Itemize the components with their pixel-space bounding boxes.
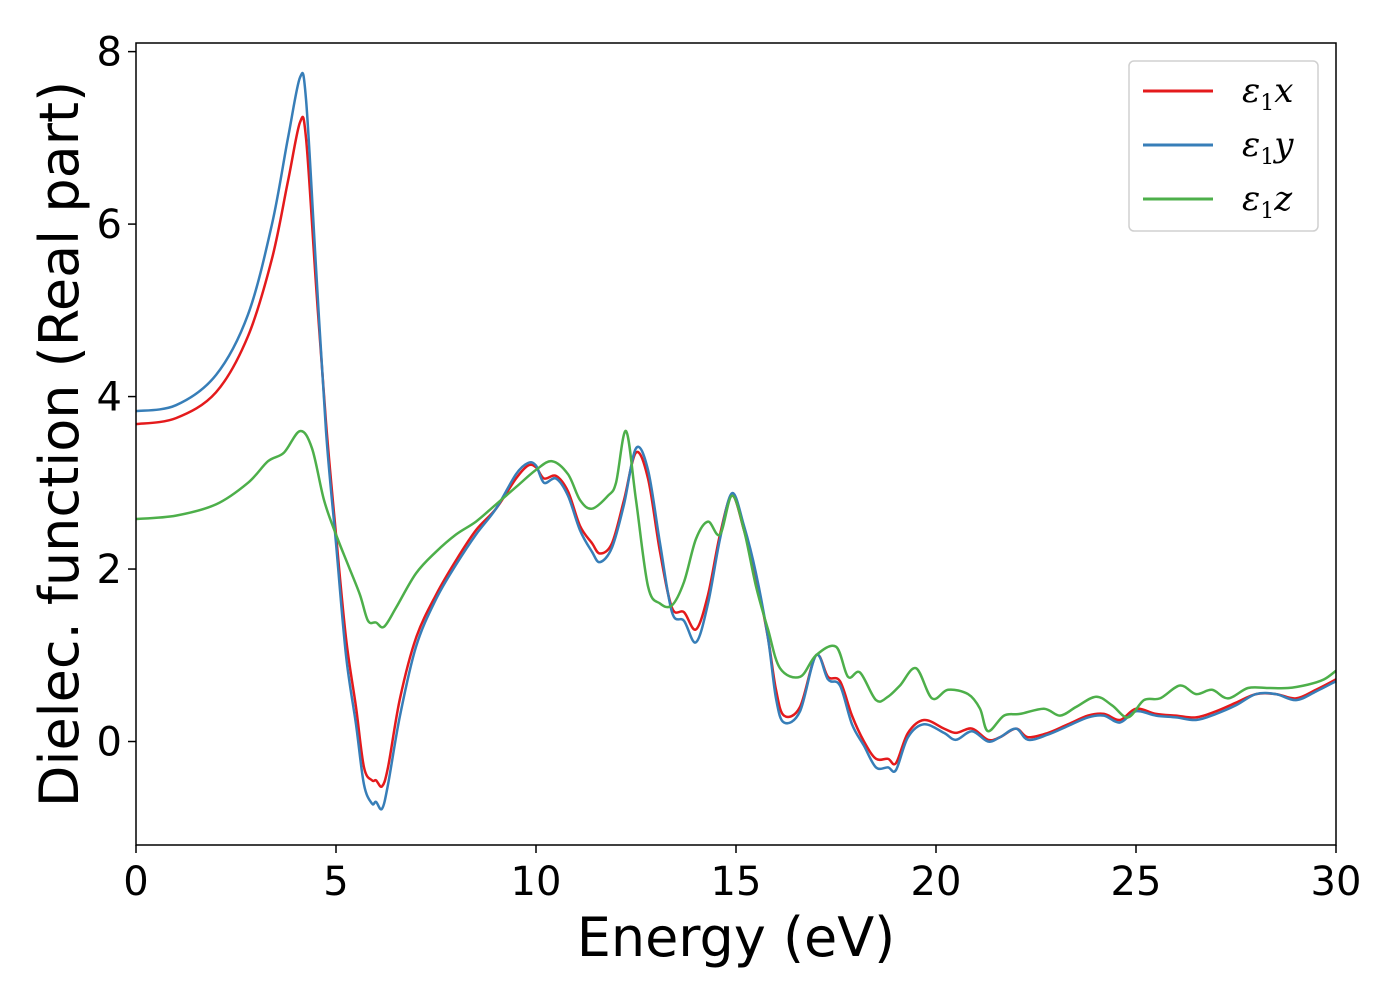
series-layer: [136, 71, 1336, 811]
x-tick-label: 15: [711, 859, 762, 905]
y-tick-label: 8: [97, 30, 122, 76]
x-axis-label: Energy (eV): [577, 906, 896, 969]
y-axis-label: Dielec. function (Real part): [28, 81, 91, 807]
series-line-y: [136, 71, 1336, 811]
series-line-x: [136, 115, 1336, 789]
legend-label-x: ε1x: [1242, 71, 1293, 116]
x-tick-label: 20: [911, 859, 962, 905]
legend-label-y: ε1y: [1242, 125, 1294, 170]
x-tick-label: 0: [123, 859, 148, 905]
series-line-z: [136, 429, 1336, 733]
legend-label-z: ε1z: [1242, 179, 1293, 224]
y-tick-label: 2: [97, 547, 122, 593]
x-tick-label: 25: [1111, 859, 1162, 905]
x-tick-label: 5: [323, 859, 348, 905]
y-tick-label: 4: [97, 375, 122, 421]
x-tick-label: 10: [511, 859, 562, 905]
y-axis-ticks: 0 2 4 6 8: [97, 30, 136, 766]
x-tick-label: 30: [1311, 859, 1362, 905]
legend: ε1x ε1y ε1z: [1128, 60, 1319, 232]
y-tick-label: 0: [97, 720, 122, 766]
legend-box: [1128, 60, 1319, 232]
x-axis-ticks: 0 5 10 15 20 25 30: [123, 845, 1361, 905]
y-tick-label: 6: [97, 202, 122, 248]
